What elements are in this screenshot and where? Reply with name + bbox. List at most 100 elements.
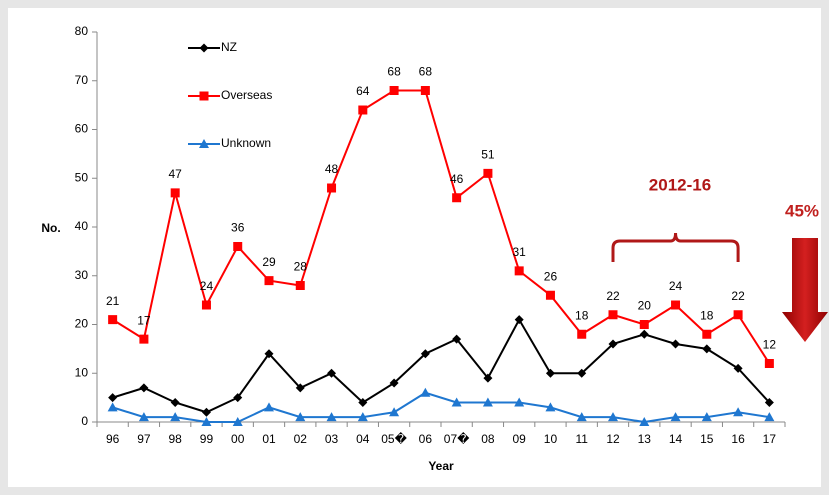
y-tick-label: 70: [75, 73, 89, 87]
y-tick-label: 30: [75, 268, 89, 282]
marker: [514, 315, 524, 325]
x-tick-label: 10: [544, 432, 558, 446]
x-tick-label: 11: [575, 432, 588, 446]
marker: [232, 417, 243, 426]
marker: [451, 397, 462, 407]
x-tick-label: 04: [356, 432, 370, 446]
marker: [452, 193, 462, 203]
x-tick-label: 13: [638, 432, 652, 446]
y-tick-label: 20: [75, 317, 89, 331]
data-label: 18: [700, 308, 714, 322]
marker: [170, 398, 180, 407]
marker: [576, 412, 587, 422]
x-tick-label: 16: [731, 432, 745, 446]
y-tick-label: 0: [81, 414, 88, 428]
marker: [639, 320, 649, 329]
x-tick-label: 07�: [444, 432, 470, 446]
marker: [577, 368, 587, 378]
marker: [764, 359, 774, 368]
x-tick-label: 05�: [381, 432, 407, 446]
data-label: 21: [106, 294, 120, 308]
data-label: 12: [763, 338, 777, 352]
brace: [611, 232, 740, 262]
legend-label: NZ: [221, 40, 237, 54]
x-tick-label: 99: [200, 432, 214, 446]
data-label: 64: [356, 84, 370, 98]
data-label: 51: [481, 148, 495, 162]
y-tick-label: 60: [75, 122, 89, 136]
marker: [170, 188, 180, 198]
marker: [764, 398, 774, 407]
marker: [389, 86, 399, 95]
data-label: 29: [262, 255, 276, 269]
marker: [483, 168, 493, 178]
marker: [199, 91, 209, 101]
data-label: 36: [231, 221, 245, 235]
marker: [199, 139, 209, 148]
data-label: 68: [419, 65, 433, 79]
marker: [139, 383, 149, 393]
marker: [139, 334, 149, 344]
legend-label: Unknown: [221, 136, 271, 150]
y-axis-label: No.: [41, 221, 60, 235]
x-tick-label: 01: [262, 432, 276, 446]
marker: [733, 310, 743, 320]
marker: [639, 417, 650, 426]
x-tick-label: 00: [231, 432, 245, 446]
marker: [545, 402, 556, 412]
data-label: 31: [513, 245, 527, 259]
marker: [264, 276, 274, 286]
y-tick-label: 10: [75, 365, 89, 379]
data-label: 47: [169, 167, 183, 181]
marker: [358, 105, 368, 115]
marker: [483, 373, 493, 383]
marker: [671, 300, 681, 310]
data-label: 68: [387, 65, 401, 79]
data-label: 22: [606, 289, 620, 303]
marker: [514, 266, 524, 276]
marker: [608, 339, 618, 349]
x-tick-label: 17: [763, 432, 777, 446]
marker: [199, 43, 209, 53]
marker: [420, 349, 430, 359]
data-label: 22: [731, 289, 745, 303]
marker: [733, 407, 744, 417]
marker: [264, 349, 274, 359]
data-label: 48: [325, 162, 339, 176]
marker: [201, 407, 211, 417]
marker: [170, 412, 181, 422]
data-label: 18: [575, 308, 589, 322]
data-label: 46: [450, 172, 464, 186]
marker: [138, 412, 149, 422]
data-label: 20: [638, 299, 652, 313]
data-label: 28: [294, 260, 308, 274]
marker: [701, 412, 712, 422]
marker: [702, 329, 712, 339]
marker: [420, 387, 431, 397]
data-label: 17: [137, 313, 151, 327]
x-axis-label: Year: [428, 459, 454, 473]
x-tick-label: 96: [106, 432, 120, 446]
marker: [357, 412, 368, 422]
percent-annotation: 45%: [785, 201, 819, 220]
x-tick-label: 08: [481, 432, 495, 446]
marker: [201, 417, 212, 426]
marker: [733, 363, 743, 373]
down-arrow: [782, 238, 828, 342]
marker: [295, 281, 305, 290]
marker: [639, 329, 649, 339]
y-tick-label: 80: [75, 24, 89, 38]
marker: [482, 397, 493, 407]
x-tick-label: 14: [669, 432, 683, 446]
x-tick-label: 12: [606, 432, 620, 446]
x-tick-label: 09: [513, 432, 527, 446]
marker: [608, 412, 618, 422]
series-line: [112, 317, 771, 414]
marker: [452, 334, 462, 344]
marker: [420, 86, 430, 95]
marker: [108, 315, 118, 325]
data-label: 24: [669, 279, 683, 293]
series-line: [112, 89, 771, 365]
marker: [389, 378, 399, 388]
